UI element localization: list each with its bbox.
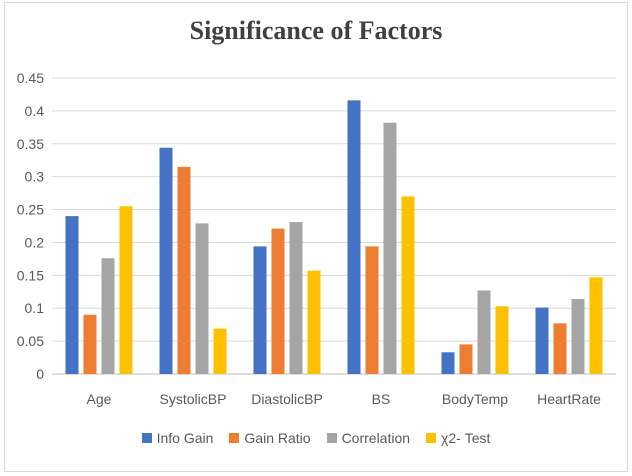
legend-item: Gain Ratio [229, 430, 311, 446]
bar-bodytemp-4 [495, 306, 509, 374]
legend-item: χ2- Test [426, 430, 490, 446]
y-tick-label: 0.35 [17, 136, 44, 152]
bar-age-2 [83, 314, 97, 374]
bar-diastolicbp-4 [307, 270, 321, 374]
bar-diastolicbp-2 [271, 228, 285, 374]
x-category-label: Age [87, 391, 112, 407]
bars [65, 100, 603, 375]
y-tick-label: 0.15 [17, 267, 44, 283]
legend-label: Info Gain [156, 430, 214, 446]
x-category-label: DiastolicBP [251, 391, 323, 407]
bar-age-1 [65, 216, 79, 374]
legend-item: Info Gain [141, 430, 214, 446]
bar-bs-4 [401, 196, 415, 374]
bar-diastolicbp-3 [289, 222, 303, 374]
legend-label: χ2- Test [441, 430, 491, 446]
bar-bodytemp-3 [477, 290, 491, 374]
bar-bs-3 [383, 122, 397, 375]
legend-label: Correlation [341, 430, 411, 446]
bar-systolicbp-4 [213, 328, 227, 374]
chart-title: Significance of Factors [189, 16, 443, 45]
bar-heartrate-3 [571, 299, 585, 374]
legend-swatch [326, 433, 337, 443]
legend: Info Gain Gain Ratio Correlation χ2- Test [0, 430, 632, 446]
bar-heartrate-4 [589, 277, 603, 374]
bar-diastolicbp-1 [253, 246, 267, 374]
x-category-label: SystolicBP [160, 391, 227, 407]
bar-systolicbp-2 [177, 166, 191, 374]
x-category-label: HeartRate [537, 391, 601, 407]
y-tick-label: 0.2 [25, 234, 45, 250]
bar-heartrate-2 [553, 323, 567, 374]
y-tick-label: 0 [36, 366, 44, 382]
legend-label: Gain Ratio [244, 430, 311, 446]
y-tick-label: 0.4 [25, 103, 45, 119]
legend-swatch [141, 433, 152, 443]
chart-frame [4, 2, 628, 472]
bar-bodytemp-2 [459, 344, 473, 374]
bar-age-4 [119, 206, 133, 374]
y-tick-label: 0.3 [25, 169, 45, 185]
bar-systolicbp-1 [159, 147, 173, 374]
bar-heartrate-1 [535, 307, 549, 374]
bar-bodytemp-1 [441, 352, 455, 374]
bar-bs-1 [347, 100, 361, 374]
y-tick-label: 0.1 [25, 300, 45, 316]
x-category-label: BS [372, 391, 391, 407]
y-tick-label: 0.45 [17, 70, 44, 86]
gridlines [52, 77, 616, 375]
legend-swatch [426, 433, 437, 443]
bar-systolicbp-3 [195, 223, 209, 374]
bar-age-3 [101, 258, 115, 374]
x-axis-categories: Age SystolicBP DiastolicBP BS BodyTemp HeartR… [87, 391, 602, 407]
y-axis-ticks: 0 0.05 0.1 0.15 0.2 0.25 0.3 0.35 0.4 0.45 [17, 70, 44, 382]
y-tick-label: 0.25 [17, 202, 44, 218]
legend-swatch [229, 433, 240, 443]
y-tick-label: 0.05 [17, 333, 44, 349]
x-category-label: BodyTemp [442, 391, 508, 407]
bar-bs-2 [365, 246, 379, 374]
legend-item: Correlation [326, 430, 411, 446]
